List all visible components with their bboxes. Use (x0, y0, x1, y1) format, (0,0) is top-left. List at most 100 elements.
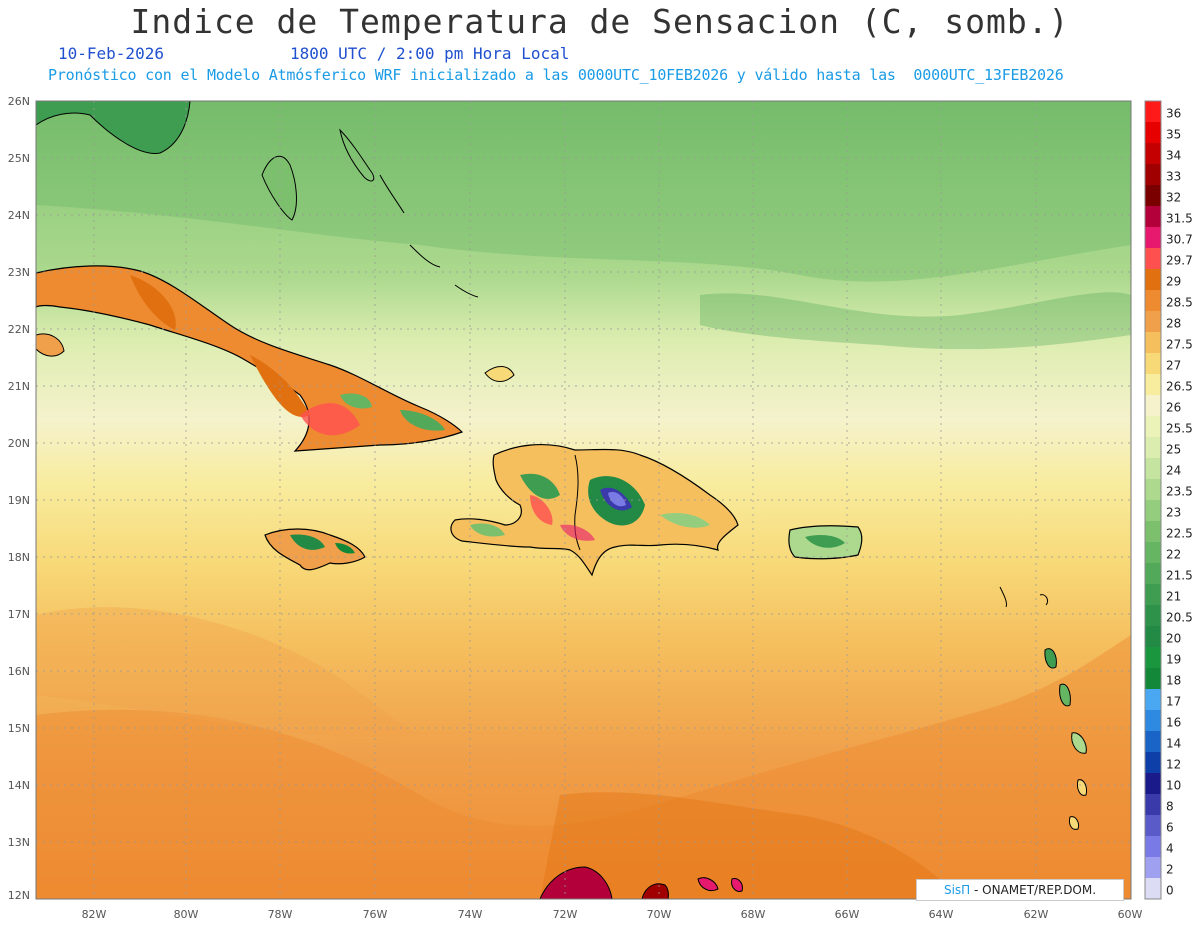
colorbar-swatch (1145, 605, 1161, 627)
colorbar-swatch (1145, 626, 1161, 648)
colorbar-swatch (1145, 836, 1161, 858)
colorbar-swatch (1145, 542, 1161, 564)
colorbar-label: 36 (1166, 106, 1181, 120)
colorbar-label: 28.5 (1166, 295, 1193, 309)
colorbar-label: 0 (1166, 883, 1174, 897)
lon-label: 68W (741, 908, 766, 921)
colorbar-label: 18 (1166, 673, 1181, 687)
colorbar-label: 23 (1166, 505, 1181, 519)
colorbar-swatch (1145, 710, 1161, 732)
colorbar-swatch (1145, 689, 1161, 711)
colorbar-swatch (1145, 374, 1161, 396)
colorbar-label: 8 (1166, 799, 1174, 813)
map-title: Indice de Temperatura de Sensacion (C, s… (130, 2, 1070, 41)
forecast-date: 10-Feb-2026 (58, 44, 164, 63)
colorbar-swatch (1145, 290, 1161, 312)
lat-label: 17N (8, 608, 30, 621)
colorbar-swatch (1145, 794, 1161, 816)
colorbar-label: 19 (1166, 652, 1181, 666)
lat-label: 22N (8, 323, 30, 336)
map-frame (35, 100, 1132, 900)
colorbar-label: 30.7 (1166, 232, 1193, 246)
colorbar-swatch (1145, 584, 1161, 606)
colorbar-swatch (1145, 269, 1161, 291)
colorbar-label: 23.5 (1166, 484, 1193, 498)
credit-badge: SisΠ - ONAMET/REP.DOM. (916, 879, 1124, 901)
longitude-labels: 82W 80W 78W 76W 74W 72W 70W 68W 66W 64W … (82, 908, 1143, 921)
colorbar-swatch (1145, 416, 1161, 438)
lat-label: 12N (8, 889, 30, 902)
lon-label: 76W (363, 908, 388, 921)
colorbar-swatch (1145, 101, 1161, 123)
lat-label: 14N (8, 779, 30, 792)
lat-label: 18N (8, 551, 30, 564)
colorbar-swatch (1145, 164, 1161, 186)
lon-label: 80W (174, 908, 199, 921)
lat-label: 20N (8, 437, 30, 450)
lat-label: 16N (8, 665, 30, 678)
colorbar-label: 20.5 (1166, 610, 1193, 624)
lat-label: 21N (8, 380, 30, 393)
colorbar-label: 29.7 (1166, 253, 1193, 267)
colorbar-label: 25.5 (1166, 421, 1193, 435)
colorbar-swatch (1145, 668, 1161, 690)
colorbar-label: 10 (1166, 778, 1181, 792)
colorbar-swatch (1145, 815, 1161, 837)
colorbar-label: 24 (1166, 463, 1181, 477)
colorbar-label: 34 (1166, 148, 1181, 162)
lat-label: 26N (8, 95, 30, 108)
colorbar-label: 4 (1166, 841, 1174, 855)
colorbar-label: 25 (1166, 442, 1181, 456)
lon-label: 62W (1024, 908, 1049, 921)
colorbar-swatch (1145, 311, 1161, 333)
lon-label: 66W (835, 908, 860, 921)
forecast-time: 1800 UTC / 2:00 pm Hora Local (290, 44, 570, 63)
colorbar-label: 20 (1166, 631, 1181, 645)
colorbar-label: 26.5 (1166, 379, 1193, 393)
colorbar-label: 27.5 (1166, 337, 1193, 351)
colorbar-label: 32 (1166, 190, 1181, 204)
colorbar-swatch (1145, 773, 1161, 795)
lon-label: 82W (82, 908, 107, 921)
lon-label: 70W (647, 908, 672, 921)
colorbar-label: 2 (1166, 862, 1174, 876)
lat-label: 23N (8, 266, 30, 279)
colorbar-swatch (1145, 353, 1161, 375)
credit-org: - ONAMET/REP.DOM. (970, 883, 1097, 897)
colorbar-label: 31.5 (1166, 211, 1193, 225)
colorbar-swatch (1145, 437, 1161, 459)
heat-index-map: 26N 25N 24N 23N 22N 21N 20N 19N 18N 17N … (8, 95, 1193, 921)
colorbar-swatch (1145, 227, 1161, 249)
colorbar-swatch (1145, 878, 1161, 900)
colorbar-swatch (1145, 647, 1161, 669)
colorbar-swatch (1145, 122, 1161, 144)
colorbar-label: 33 (1166, 169, 1181, 183)
colorbar-label: 6 (1166, 820, 1174, 834)
colorbar-swatch (1145, 143, 1161, 165)
colorbar-swatch (1145, 521, 1161, 543)
lat-label: 24N (8, 209, 30, 222)
colorbar-swatch (1145, 731, 1161, 753)
lon-label: 60W (1118, 908, 1143, 921)
lon-label: 64W (929, 908, 954, 921)
colorbar-label: 26 (1166, 400, 1181, 414)
colorbar-label: 17 (1166, 694, 1181, 708)
colorbar: 363534333231.530.729.72928.52827.52726.5… (1144, 100, 1193, 900)
colorbar-swatch (1145, 248, 1161, 270)
colorbar-swatch (1145, 185, 1161, 207)
colorbar-label: 16 (1166, 715, 1181, 729)
lon-label: 78W (268, 908, 293, 921)
forecast-info: Pronóstico con el Modelo Atmósferico WRF… (48, 66, 1064, 84)
colorbar-label: 21 (1166, 589, 1181, 603)
lat-label: 13N (8, 836, 30, 849)
colorbar-swatch (1145, 752, 1161, 774)
colorbar-swatch (1145, 395, 1161, 417)
lon-label: 72W (553, 908, 578, 921)
colorbar-label: 28 (1166, 316, 1181, 330)
colorbar-swatch (1145, 479, 1161, 501)
latitude-labels: 26N 25N 24N 23N 22N 21N 20N 19N 18N 17N … (8, 95, 30, 902)
colorbar-label: 27 (1166, 358, 1181, 372)
colorbar-label: 14 (1166, 736, 1181, 750)
colorbar-label: 12 (1166, 757, 1181, 771)
colorbar-swatch (1145, 458, 1161, 480)
